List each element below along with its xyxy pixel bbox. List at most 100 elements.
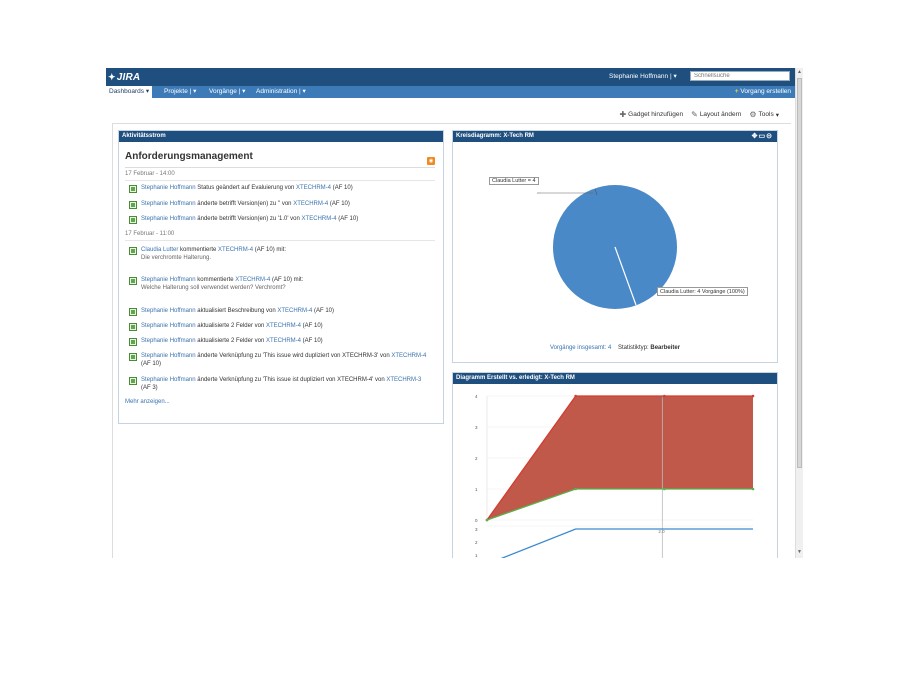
user-link[interactable]: Stephanie Hoffmann [141,216,196,222]
activity-text: aktualisierte 2 Felder von [195,338,266,344]
created-vs-resolved-header-label: Diagramm Erstellt vs. erledigt: X-Tech R… [456,375,575,381]
menu-icon[interactable]: ⊝ [766,133,773,140]
add-gadget-button[interactable]: ✚ Gadget hinzufügen [619,110,683,119]
activity-suffix: (AF 10) mit: [270,277,304,283]
series-line [500,528,753,558]
activity-entry: Stephanie Hoffmann änderte Verknüpfung z… [129,353,429,368]
scrollbar-thumb[interactable] [797,78,802,468]
activity-entry: Stephanie Hoffmann Status geändert auf E… [129,185,429,193]
y-tick-label: 3 [475,527,478,532]
vertical-scrollbar[interactable]: ▲ ▼ [795,68,803,558]
issue-link[interactable]: XTECHRM-4 [265,338,301,344]
create-issue-button[interactable]: + Vorgang erstellen [735,86,791,98]
pie-slice-label: Claudia Lutter = 4 [489,177,539,185]
issue-link[interactable]: XTECHRM-4 [218,247,254,253]
stat-type-label: Statistiktyp: [618,345,649,351]
nav-administration[interactable]: Administration | ▾ [253,86,309,98]
user-link[interactable]: Stephanie Hoffmann [141,338,196,344]
created-vs-resolved-gadget: Diagramm Erstellt vs. erledigt: X-Tech R… [452,372,778,558]
user-link[interactable]: Stephanie Hoffmann [141,308,196,314]
activity-entry: Stephanie Hoffmann aktualisiert Beschrei… [129,308,429,316]
activity-text: änderte Verknüpfung zu 'This issue wird … [195,353,392,359]
issue-link[interactable]: XTECHRM-4 [296,185,332,191]
scroll-down-icon[interactable]: ▼ [797,549,802,555]
user-link[interactable]: Stephanie Hoffmann [141,201,196,207]
issue-link[interactable]: XTECHRM-4 [391,353,427,359]
activity-suffix: (AF 10) [301,338,323,344]
user-link[interactable]: Claudia Lutter [141,247,179,253]
activity-suffix: (AF 10) [336,216,359,222]
pie-chart-header-label: Kreisdiagramm: X-Tech RM [456,133,534,139]
activity-suffix: (AF 10) [141,360,162,367]
dashboard-content-area [112,123,791,558]
activity-text: änderte betrifft Version(en) zu '1.0' vo… [195,216,302,222]
activity-text: änderte Verknüpfung zu 'This issue ist d… [195,377,387,383]
comment-icon [129,277,137,285]
comment-text: Die verchromte Halterung. [141,254,212,261]
series-point [574,487,577,491]
stat-type-value: Bearbeiter [650,345,681,351]
activity-stream-header: Aktivitätsstrom [119,131,443,142]
activity-entry: Stephanie Hoffmann änderte betrifft Vers… [129,216,429,224]
activity-text: aktualisiert Beschreibung von [195,308,278,314]
title-divider [125,167,435,168]
add-gadget-icon: ✚ [619,110,627,119]
nav-issues-label: Vorgänge | [209,88,241,95]
dashboard-toolbar: ✚ Gadget hinzufügen ✎ Layout ändern ⚙ To… [619,110,779,119]
jira-logo[interactable]: ✦ JIRA [108,70,140,84]
y-tick-label: 3 [475,425,478,430]
activity-entry: Claudia Lutter kommentierte XTECHRM-4 (A… [129,247,429,262]
pie-tooltip: Claudia Lutter: 4 Vorgänge (100%) [657,287,748,296]
activity-entry: Stephanie Hoffmann aktualisierte 2 Felde… [129,323,429,331]
user-link[interactable]: Stephanie Hoffmann [141,323,196,329]
show-more-link[interactable]: Mehr anzeigen... [125,399,170,405]
version-marker-label: 1.0 [658,395,665,400]
edit-layout-button[interactable]: ✎ Layout ändern [691,110,741,119]
main-navigation: Dashboards ▾ Projekte | ▾ Vorgänge | ▾ A… [106,86,795,98]
issue-link[interactable]: XTECHRM-4 [301,216,337,222]
rss-feed-icon[interactable]: ◉ [427,157,435,165]
activity-entry: Stephanie Hoffmann kommentierte XTECHRM-… [129,277,429,292]
scroll-up-icon[interactable]: ▲ [797,69,802,75]
issue-link[interactable]: XTECHRM-4 [293,201,329,207]
issue-link[interactable]: XTECHRM-4 [265,323,301,329]
created-vs-resolved-header: Diagramm Erstellt vs. erledigt: X-Tech R… [453,373,777,384]
quick-search-input[interactable] [690,71,790,81]
total-issues-link[interactable]: Vorgänge insgesamt: 4 [549,345,612,351]
issue-link[interactable]: XTECHRM-3 [386,377,422,383]
issue-link[interactable]: XTECHRM-4 [235,277,271,283]
series-point [485,518,489,522]
maximize-icon[interactable]: ▭ [758,133,767,140]
y-tick-label: 1 [475,553,478,558]
issue-link-icon [129,353,137,361]
series-point [751,487,755,491]
pie-label-leader [594,188,598,196]
user-link[interactable]: Stephanie Hoffmann [141,377,196,383]
pencil-icon: ✎ [691,110,698,119]
pie-chart-footer: Vorgänge insgesamt: 4 Statistiktyp: Bear… [453,345,777,351]
chevron-down-icon: ▾ [193,88,197,95]
user-link[interactable]: Stephanie Hoffmann [141,185,196,191]
activity-text: änderte betrifft Version(en) zu '' von [195,201,294,207]
move-icon[interactable]: ✥ [751,133,759,140]
activity-suffix: (AF 3) [141,384,158,391]
issue-update-icon [129,201,137,209]
comment-text: Welche Halterung soll verwendet werden? … [141,284,286,291]
nav-issues[interactable]: Vorgänge | ▾ [206,86,248,98]
activity-suffix: (AF 10) [328,201,350,207]
version-marker-label: 2.0 [658,529,665,534]
issue-link[interactable]: XTECHRM-4 [277,308,313,314]
activity-date-group: 17 Februar - 14:00 [125,171,175,177]
pie-chart-gadget: Kreisdiagramm: X-Tech RM ✥▭⊝ Claudia Lut… [452,130,778,363]
nav-projects-label: Projekte | [164,88,192,95]
issue-update-icon [129,216,137,224]
user-link[interactable]: Stephanie Hoffmann [141,277,196,283]
activity-text: kommentierte [178,247,219,253]
user-menu[interactable]: Stephanie Hoffmann | ▾ [609,72,677,80]
nav-projects[interactable]: Projekte | ▾ [161,86,199,98]
activity-stream-gadget: Aktivitätsstrom Anforderungsmanagement ◉… [118,130,444,424]
user-link[interactable]: Stephanie Hoffmann [141,353,196,359]
series-line [486,395,753,521]
nav-dashboards[interactable]: Dashboards ▾ [106,86,153,98]
tools-menu-button[interactable]: ⚙ Tools ▾ [749,110,779,119]
